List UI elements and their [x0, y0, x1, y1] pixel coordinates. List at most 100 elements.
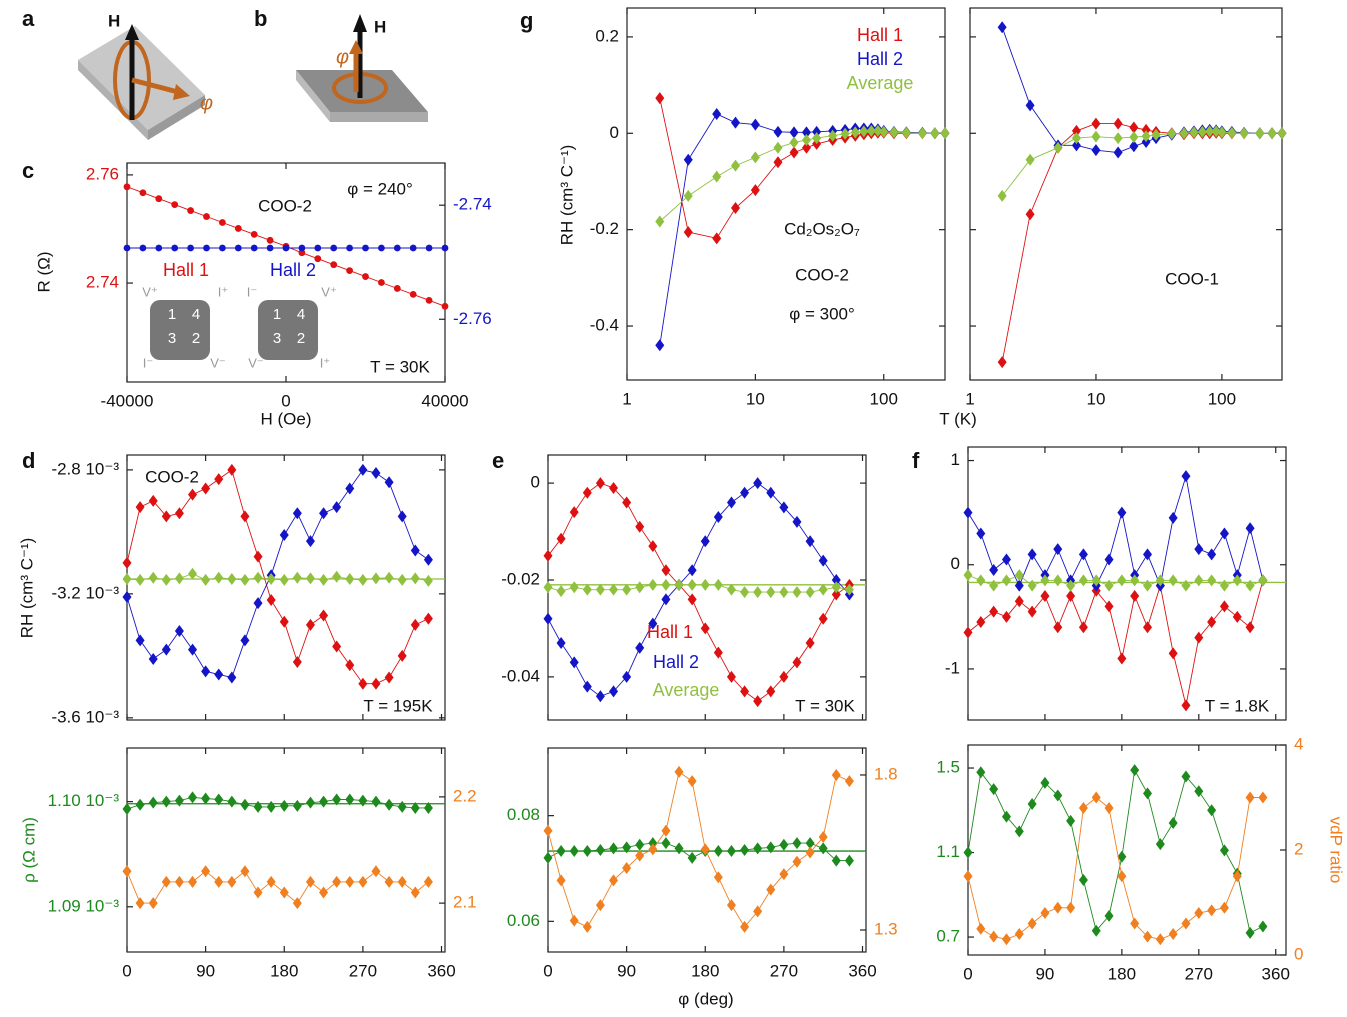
y-axis-label: RH (cm³ C⁻¹) — [17, 538, 36, 639]
point — [227, 671, 237, 684]
point — [305, 875, 315, 888]
point — [674, 765, 684, 778]
point — [358, 573, 368, 586]
point — [279, 799, 289, 812]
point — [726, 845, 736, 858]
plot-frame — [967, 744, 1287, 956]
point — [569, 656, 579, 669]
point — [1053, 543, 1063, 556]
x-tick-label: 90 — [1035, 964, 1054, 983]
point — [779, 868, 789, 881]
series-line — [126, 469, 429, 685]
point — [792, 855, 802, 868]
point — [397, 649, 407, 662]
point — [582, 680, 592, 693]
arrow-head — [353, 14, 367, 32]
series-line — [547, 771, 850, 928]
point — [371, 572, 381, 585]
point — [1104, 802, 1114, 814]
x-tick-label: 270 — [770, 961, 798, 980]
point — [397, 800, 407, 813]
point — [1141, 123, 1151, 136]
legend-entry: Average — [847, 73, 914, 93]
point — [1217, 126, 1227, 139]
point — [397, 573, 407, 586]
point — [266, 875, 276, 888]
point — [1025, 99, 1035, 112]
point — [1066, 579, 1076, 592]
annotation: V⁻ — [210, 355, 226, 370]
point — [609, 874, 619, 887]
point — [1143, 621, 1153, 634]
annotation: V⁺ — [142, 284, 158, 299]
x-tick-label: 10 — [1086, 389, 1105, 408]
point — [161, 795, 171, 808]
point — [1232, 574, 1242, 587]
panel-label: a — [22, 6, 35, 31]
y-axis-label: RH (cm³ C⁻¹) — [557, 145, 576, 246]
y2-tick-label: 1.8 — [874, 764, 898, 783]
point — [655, 339, 665, 352]
point — [1245, 579, 1255, 592]
point — [201, 482, 211, 495]
point — [1130, 574, 1140, 587]
point — [569, 506, 579, 519]
point — [188, 791, 198, 804]
point — [1014, 595, 1024, 608]
point — [1040, 907, 1050, 919]
point — [155, 195, 163, 203]
point — [1194, 574, 1204, 587]
annotation: φ = 300° — [789, 304, 855, 323]
point — [976, 922, 986, 935]
point — [989, 579, 999, 592]
point — [595, 583, 605, 596]
point — [1014, 569, 1024, 582]
point — [805, 535, 815, 548]
point — [805, 837, 815, 850]
series-line — [659, 130, 945, 222]
point — [292, 507, 302, 520]
point — [582, 486, 592, 499]
point — [240, 798, 250, 811]
point — [1027, 548, 1037, 561]
point — [989, 563, 999, 576]
point — [1040, 590, 1050, 603]
point — [187, 207, 195, 214]
point — [1078, 802, 1088, 814]
legend-entry: Hall 2 — [270, 260, 316, 280]
point — [240, 634, 250, 647]
plot-frame — [126, 454, 446, 721]
point — [227, 795, 237, 808]
point — [1104, 909, 1114, 922]
point — [840, 127, 850, 140]
point — [844, 775, 854, 788]
point — [1155, 838, 1165, 851]
point — [1219, 527, 1229, 540]
point — [1232, 610, 1242, 623]
point — [889, 126, 899, 139]
legend-entry: Hall 2 — [653, 652, 699, 672]
point — [305, 535, 315, 548]
series-line — [126, 469, 429, 679]
point — [332, 570, 342, 583]
point — [700, 843, 710, 856]
y2-tick-label: 2.1 — [453, 893, 477, 912]
point — [305, 572, 315, 585]
point — [1179, 127, 1189, 140]
point — [332, 640, 342, 653]
point — [410, 801, 420, 814]
panel-label: g — [520, 8, 533, 33]
point — [818, 830, 828, 843]
point — [441, 244, 449, 252]
point — [687, 851, 697, 864]
point — [1194, 907, 1204, 919]
y2-axis-label: vdP ratio — [1327, 817, 1346, 884]
point — [940, 127, 950, 140]
point — [1197, 125, 1207, 138]
point — [266, 594, 276, 607]
annotation: 2 — [297, 330, 305, 347]
point — [683, 153, 693, 166]
point — [227, 463, 237, 476]
point — [1053, 621, 1063, 634]
